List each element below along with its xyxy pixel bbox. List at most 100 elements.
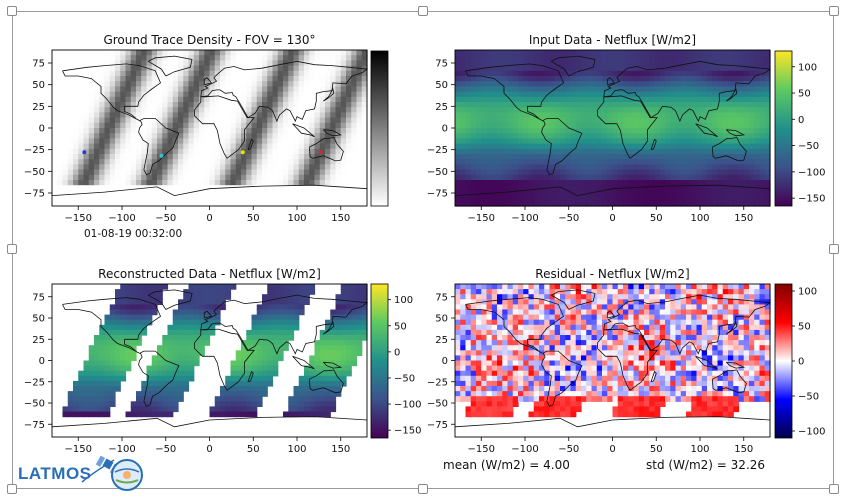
heatmap-cell xyxy=(209,195,216,202)
heatmap-cell xyxy=(178,107,184,113)
heatmap-cell xyxy=(340,200,347,207)
heatmap-cell xyxy=(544,148,551,155)
heatmap-cell xyxy=(554,122,561,129)
heatmap-cell xyxy=(220,304,226,311)
heatmap-cell xyxy=(214,107,221,113)
heatmap-cell xyxy=(554,86,561,93)
heatmap-cell xyxy=(283,169,289,176)
heatmap-cell xyxy=(712,159,719,165)
heatmap-cell xyxy=(361,60,368,67)
heatmap-cell xyxy=(346,117,352,124)
heatmap-cell xyxy=(314,107,321,113)
heatmap-cell xyxy=(256,324,263,331)
heatmap-cell xyxy=(88,380,95,387)
heatmap-cell xyxy=(125,65,132,72)
heatmap-cell xyxy=(340,169,347,176)
heatmap-cell xyxy=(267,190,274,197)
heatmap-cell xyxy=(560,60,566,67)
heatmap-cell xyxy=(188,133,195,139)
heatmap-cell xyxy=(251,159,258,165)
x-tick-label: 150 xyxy=(734,213,753,224)
heatmap-cell xyxy=(346,60,352,67)
heatmap-cell xyxy=(262,133,268,139)
heatmap-cell xyxy=(481,107,488,113)
heatmap-cell xyxy=(267,91,274,98)
heatmap-cell xyxy=(104,180,111,186)
heatmap-cell xyxy=(455,154,461,160)
heatmap-cell xyxy=(346,76,352,82)
heatmap-cell xyxy=(717,91,724,98)
heatmap-cell xyxy=(235,122,242,129)
heatmap-cell xyxy=(707,195,713,202)
heatmap-cell xyxy=(88,107,95,113)
heatmap-cell xyxy=(481,81,488,87)
heatmap-cell xyxy=(670,112,677,119)
heatmap-cell xyxy=(701,174,708,181)
heatmap-cell xyxy=(120,365,127,372)
heatmap-cell xyxy=(256,159,263,165)
heatmap-cell xyxy=(507,148,514,155)
heatmap-cell xyxy=(581,174,587,181)
heatmap-cell xyxy=(251,143,258,150)
heatmap-cell xyxy=(99,55,106,61)
heatmap-cell xyxy=(325,122,331,129)
heatmap-cell xyxy=(57,102,64,108)
heatmap-cell xyxy=(743,164,750,171)
heatmap-cell xyxy=(183,169,190,176)
heatmap-cell xyxy=(73,96,79,103)
heatmap-cell xyxy=(649,65,656,72)
heatmap-cell xyxy=(623,102,629,108)
heatmap-cell xyxy=(728,154,734,160)
heatmap-cell xyxy=(325,112,331,119)
heatmap-cell xyxy=(560,70,566,77)
heatmap-cell xyxy=(361,96,368,103)
heatmap-cell xyxy=(188,138,195,145)
heatmap-cell xyxy=(512,122,519,129)
heatmap-cell xyxy=(267,345,274,351)
heatmap-cell xyxy=(764,200,771,207)
heatmap-cell xyxy=(476,70,482,77)
heatmap-cell xyxy=(204,190,211,197)
heatmap-cell xyxy=(470,375,477,382)
heatmap-cell xyxy=(649,50,656,56)
heatmap-cell xyxy=(146,365,153,372)
heatmap-cell xyxy=(225,159,232,165)
heatmap-cell xyxy=(539,159,545,165)
heatmap-cell xyxy=(675,154,682,160)
heatmap-cell xyxy=(52,174,58,181)
heatmap-cell xyxy=(539,60,545,67)
heatmap-cell xyxy=(319,355,326,362)
heatmap-cell xyxy=(764,164,771,171)
heatmap-cell xyxy=(183,107,190,113)
heatmap-cell xyxy=(256,304,263,311)
heatmap-cell xyxy=(298,406,305,413)
heatmap-cell xyxy=(549,107,556,113)
heatmap-cell xyxy=(104,148,111,155)
heatmap-cell xyxy=(178,55,184,61)
heatmap-cell xyxy=(157,289,163,295)
heatmap-cell xyxy=(251,148,258,155)
heatmap-cell xyxy=(591,174,598,181)
heatmap-cell xyxy=(293,138,300,145)
heatmap-cell xyxy=(470,50,477,56)
heatmap-cell xyxy=(602,164,608,171)
heatmap-cell xyxy=(465,380,472,387)
heatmap-cell xyxy=(356,335,363,341)
heatmap-cell xyxy=(220,76,226,82)
heatmap-cell xyxy=(361,76,368,82)
heatmap-cell xyxy=(612,91,619,98)
heatmap-cell xyxy=(351,299,358,305)
heatmap-cell xyxy=(94,107,100,113)
heatmap-cell xyxy=(481,284,488,290)
heatmap-cell xyxy=(319,345,326,351)
heatmap-cell xyxy=(130,76,137,82)
heatmap-cell xyxy=(670,86,677,93)
heatmap-cell xyxy=(172,396,179,402)
heatmap-cell xyxy=(277,112,284,119)
heatmap-cell xyxy=(470,55,477,61)
heatmap-cell xyxy=(749,117,755,124)
heatmap-cell xyxy=(549,159,556,165)
heatmap-cell xyxy=(691,55,698,61)
heatmap-cell xyxy=(167,391,174,397)
heatmap-cell xyxy=(460,65,467,72)
